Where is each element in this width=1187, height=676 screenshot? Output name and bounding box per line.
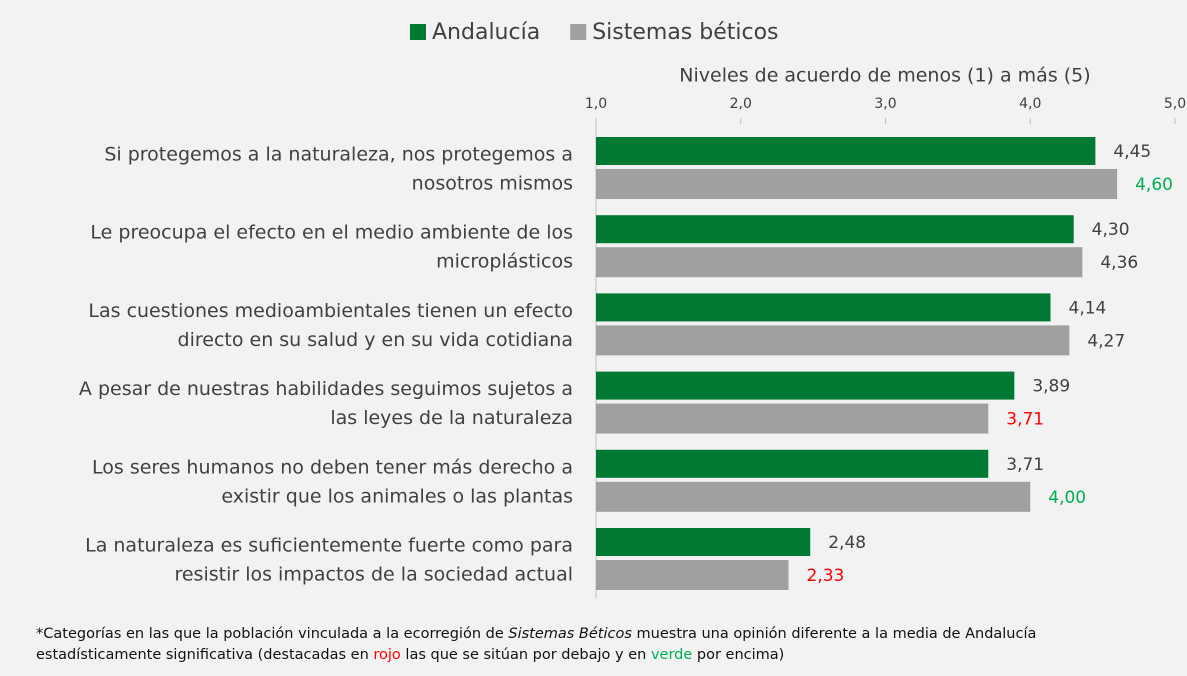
value-label: 3,71 <box>1006 410 1044 430</box>
value-label: 2,48 <box>828 533 866 553</box>
y-tick-label: existir que los animales o las plantas <box>221 485 573 507</box>
y-tick-label: A pesar de nuestras habilidades seguimos… <box>79 378 573 400</box>
value-label: 4,36 <box>1100 253 1138 273</box>
bar <box>596 528 811 556</box>
chart: Niveles de acuerdo de menos (1) a más (5… <box>79 20 1186 598</box>
note-green: verde <box>650 647 693 663</box>
footnote: *Categorías en las que la población vinc… <box>36 624 1036 666</box>
bar <box>596 325 1070 356</box>
bar <box>596 215 1074 244</box>
note-text: por encima) <box>692 647 785 663</box>
x-tick-label: 3,0 <box>874 96 896 112</box>
value-label: 4,60 <box>1135 175 1173 195</box>
y-tick-label: microplásticos <box>436 251 573 273</box>
axis-title: Niveles de acuerdo de menos (1) a más (5… <box>679 65 1090 87</box>
y-tick-label: resistir los impactos de la sociedad act… <box>174 564 573 586</box>
value-label: 3,89 <box>1032 377 1070 397</box>
legend-swatch <box>410 24 426 40</box>
y-tick-label: Los seres humanos no deben tener más der… <box>92 456 573 478</box>
x-tick-label: 5,0 <box>1164 96 1186 112</box>
value-label: 4,27 <box>1087 331 1125 351</box>
value-label: 4,30 <box>1092 220 1130 240</box>
bar <box>596 293 1051 322</box>
bar <box>596 403 989 434</box>
note-text: muestra una opinión diferente a la media… <box>631 626 1037 642</box>
bar <box>596 481 1031 512</box>
y-tick-label: nosotros mismos <box>412 173 573 195</box>
x-tick-label: 4,0 <box>1019 96 1041 112</box>
value-label: 2,33 <box>807 566 845 586</box>
note-italic: Sistemas Béticos <box>508 626 632 642</box>
value-label: 4,14 <box>1069 298 1107 318</box>
x-tick-label: 2,0 <box>730 96 752 112</box>
footnote-line: *Categorías en las que la población vinc… <box>36 624 1036 645</box>
value-label: 4,00 <box>1048 488 1086 508</box>
value-label: 4,45 <box>1113 142 1151 162</box>
y-tick-label: Si protegemos a la naturaleza, nos prote… <box>104 144 573 166</box>
note-text: estadísticamente significativa (destacad… <box>36 647 374 663</box>
y-tick-label: las leyes de la naturaleza <box>330 407 573 429</box>
footnote-line: estadísticamente significativa (destacad… <box>36 645 1036 666</box>
bar <box>596 371 1015 400</box>
legend-swatch <box>570 24 587 40</box>
note-text: las que se sitúan por debajo y en <box>400 647 651 663</box>
legend-label: Sistemas béticos <box>592 20 778 45</box>
bar <box>596 247 1083 278</box>
bar <box>596 449 989 478</box>
y-tick-label: Le preocupa el efecto en el medio ambien… <box>90 222 573 244</box>
bar <box>596 560 789 590</box>
value-label: 3,71 <box>1006 455 1044 475</box>
y-tick-label: La naturaleza es suficientemente fuerte … <box>85 535 573 557</box>
note-text: *Categorías en las que la población vinc… <box>36 626 509 642</box>
bar <box>596 169 1118 199</box>
legend-label: Andalucía <box>432 20 540 45</box>
note-red: rojo <box>373 647 401 663</box>
y-tick-label: Las cuestiones medioambientales tienen u… <box>88 300 573 322</box>
x-tick-label: 1,0 <box>585 96 607 112</box>
y-tick-label: directo en su salud y en su vida cotidia… <box>178 329 573 351</box>
bar <box>596 137 1096 165</box>
